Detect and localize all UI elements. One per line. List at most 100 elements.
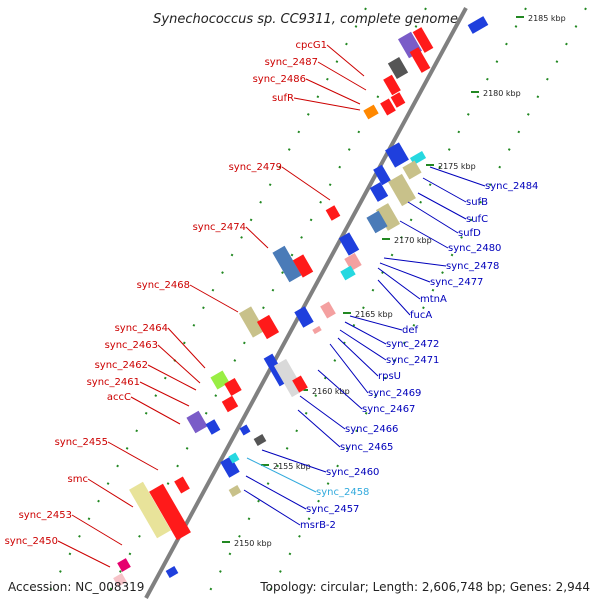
leader-line <box>167 327 206 369</box>
label-leaders <box>57 44 486 568</box>
gene-block <box>320 301 336 319</box>
gene-label-left: sync_2479 <box>229 162 282 173</box>
topology-text: Topology: circular; Length: 2,606,748 bp… <box>260 580 590 594</box>
gene-label-left: sync_2487 <box>265 57 318 68</box>
tick-label: 2185 kbp <box>528 14 566 23</box>
gene-block <box>292 254 314 278</box>
gene-label-right: sync_2467 <box>362 404 415 415</box>
leader-line <box>261 449 327 473</box>
gene-labels: cpcG1 sync_2487 sync_2486 sufR sync_2479sync… <box>5 40 539 547</box>
leader-line <box>130 396 181 425</box>
gene-label-left: sync_2461 <box>87 377 140 388</box>
gene-label-left: sync_2468 <box>137 280 190 291</box>
leader-line <box>243 489 301 526</box>
leader-line <box>317 61 367 91</box>
gene-block <box>205 419 221 435</box>
gene-label-right: sync_2472 <box>386 339 439 350</box>
gene-label-right: def <box>402 325 419 336</box>
gene-block <box>129 481 171 539</box>
gene-block <box>375 203 401 231</box>
gene-label-left: sync_2464 <box>115 323 168 334</box>
gene-label-left: sync_2486 <box>253 74 306 85</box>
gene-label-right: sync_2469 <box>368 388 421 399</box>
tick-label: 2175 kbp <box>438 162 476 171</box>
gene-block <box>412 27 434 53</box>
gene-label-left: sync_2463 <box>105 340 158 351</box>
gene-features <box>113 16 489 587</box>
gene-block <box>210 370 230 390</box>
gene-label-right: fucA <box>410 310 432 321</box>
leader-line <box>157 344 201 384</box>
leader-line <box>139 381 190 407</box>
tick-label: 2150 kbp <box>234 539 272 548</box>
gene-block <box>325 205 341 221</box>
gene-label-left: sync_2474 <box>193 222 246 233</box>
leader-line <box>429 166 486 187</box>
gene-block <box>113 573 127 587</box>
gene-label-left: sufR <box>272 93 294 104</box>
gene-block <box>402 160 422 180</box>
leader-line <box>383 257 447 267</box>
gene-label-right: sufC <box>466 214 488 225</box>
gene-label-right: sufB <box>466 197 488 208</box>
leader-line <box>329 343 369 394</box>
gene-block <box>388 173 416 207</box>
gene-block <box>239 424 251 436</box>
gene-block <box>224 377 242 397</box>
leader-line <box>87 478 134 508</box>
gene-block <box>238 306 266 338</box>
tick-label: 2170 kbp <box>394 236 432 245</box>
gene-block <box>174 476 190 494</box>
gene-block <box>344 252 362 272</box>
gene-block <box>292 375 308 393</box>
gene-label-left: sync_2453 <box>19 510 72 521</box>
gene-block <box>390 92 406 108</box>
gene-label-right: sync_2466 <box>345 424 398 435</box>
gene-block <box>380 98 396 116</box>
gene-label-right: sync_2458 <box>316 487 369 498</box>
leader-line <box>245 475 307 510</box>
gene-label-right: sync_2478 <box>446 261 499 272</box>
gene-label-right: sync_2457 <box>306 504 359 515</box>
leader-line <box>377 267 421 300</box>
gene-block <box>165 566 179 578</box>
gene-block <box>186 410 208 434</box>
leader-line <box>349 315 403 331</box>
leader-line <box>337 337 379 377</box>
gene-label-right: sync_2484 <box>485 181 538 192</box>
tick-label: 2155 kbp <box>273 462 311 471</box>
leader-line <box>297 409 341 448</box>
leader-line <box>379 262 431 283</box>
gene-block <box>294 306 314 328</box>
leader-line <box>305 78 361 105</box>
gene-label-left: smc <box>68 474 88 485</box>
gene-block <box>338 232 360 256</box>
leader-line <box>246 457 317 493</box>
gene-block <box>387 56 409 80</box>
tick-label: 2165 kbp <box>355 310 393 319</box>
gene-label-left: cpcG1 <box>296 40 327 51</box>
gene-label-right: sync_2471 <box>386 355 439 366</box>
leader-line <box>417 192 467 220</box>
genome-title: Synechococcus sp. CC9311, complete genom… <box>153 12 458 27</box>
gene-block <box>467 16 489 34</box>
leader-line <box>339 329 387 361</box>
leader-line <box>293 97 361 111</box>
gene-block <box>385 142 409 168</box>
gene-block <box>369 182 389 202</box>
gene-block <box>409 47 431 73</box>
gene-block <box>340 265 356 281</box>
leader-line <box>147 364 197 391</box>
gene-block <box>312 325 322 335</box>
tick-label: 2160 kbp <box>312 387 350 396</box>
gene-label-right: sync_2477 <box>430 277 483 288</box>
gene-block <box>373 164 391 186</box>
gene-block <box>256 314 280 340</box>
gene-block <box>363 104 379 120</box>
gene-label-left: sync_2462 <box>95 360 148 371</box>
leader-line <box>317 369 363 410</box>
leader-line <box>422 177 467 203</box>
leader-line <box>326 44 365 77</box>
gene-block <box>383 74 401 96</box>
leader-line <box>107 441 159 471</box>
